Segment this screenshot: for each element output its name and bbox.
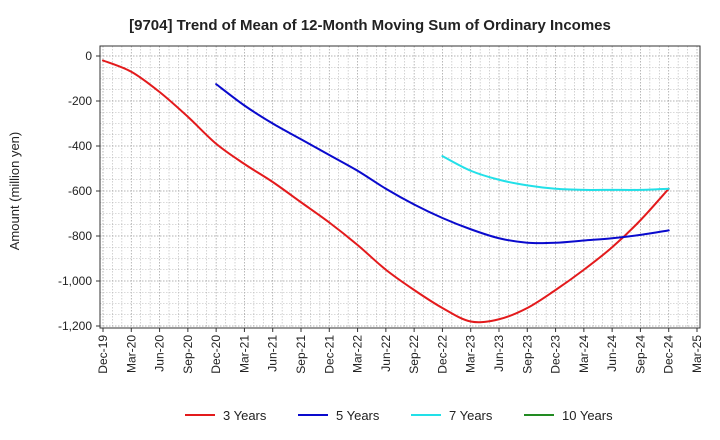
x-tick-label: Jun-22 [379,335,393,372]
y-tick-label: -200 [68,94,92,108]
x-tick-label: Sep-23 [520,335,534,374]
y-tick-label: 0 [85,49,92,63]
y-tick-label: -400 [68,139,92,153]
x-tick-label: Jun-21 [266,335,280,372]
plot-frame [99,45,701,329]
x-tick-label: Jun-20 [153,335,167,372]
y-axis: 0 -200 -400 -600 -800 -1,000 -1,200 [58,49,100,333]
legend-item: 7 Years [411,408,493,423]
x-tick-label: Sep-22 [407,335,421,374]
y-tick-label: -800 [68,229,92,243]
plot-area [100,46,700,328]
legend-label: 10 Years [562,408,613,423]
x-tick-label: Sep-21 [294,335,308,374]
x-tick-label: Dec-21 [322,335,336,374]
legend-label: 5 Years [336,408,380,423]
x-tick-label: Sep-24 [633,335,647,374]
series-line-3-years [102,59,670,324]
x-tick-label: Dec-23 [549,335,563,374]
x-axis: Dec-19 Mar-20 Jun-20 Sep-20 Dec-20 Mar-21 Jun-… [96,328,704,374]
legend-item: 10 Years [524,408,613,423]
x-tick-label: Dec-19 [96,335,110,374]
x-tick-label: Sep-20 [181,335,195,374]
x-tick-label: Jun-24 [605,335,619,372]
x-tick-label: Jun-23 [492,335,506,372]
legend-label: 7 Years [449,408,493,423]
x-tick-label: Mar-21 [237,335,251,373]
y-tick-label: -1,000 [58,274,92,288]
y-axis-label: Amount (million yen) [7,132,22,251]
legend-item: 3 Years [185,408,267,423]
legend-label: 3 Years [223,408,267,423]
x-tick-label: Dec-22 [435,335,449,374]
x-tick-label: Mar-20 [124,335,138,373]
x-tick-label: Mar-23 [464,335,478,373]
y-tick-label: -1,200 [58,319,92,333]
legend-item: 5 Years [298,408,380,423]
legend: 3 Years 5 Years 7 Years 10 Years [185,408,613,423]
grid [100,46,700,328]
x-tick-label: Dec-20 [209,335,223,374]
chart-title: [9704] Trend of Mean of 12-Month Moving … [129,17,611,34]
x-tick-label: Mar-25 [690,335,704,373]
series-lines [102,59,670,324]
x-tick-label: Dec-24 [662,335,676,374]
series-line-5-years [215,83,670,245]
series-line-7-years [441,155,670,191]
x-tick-label: Mar-24 [577,335,591,373]
y-tick-label: -600 [68,184,92,198]
x-tick-label: Mar-22 [351,335,365,373]
